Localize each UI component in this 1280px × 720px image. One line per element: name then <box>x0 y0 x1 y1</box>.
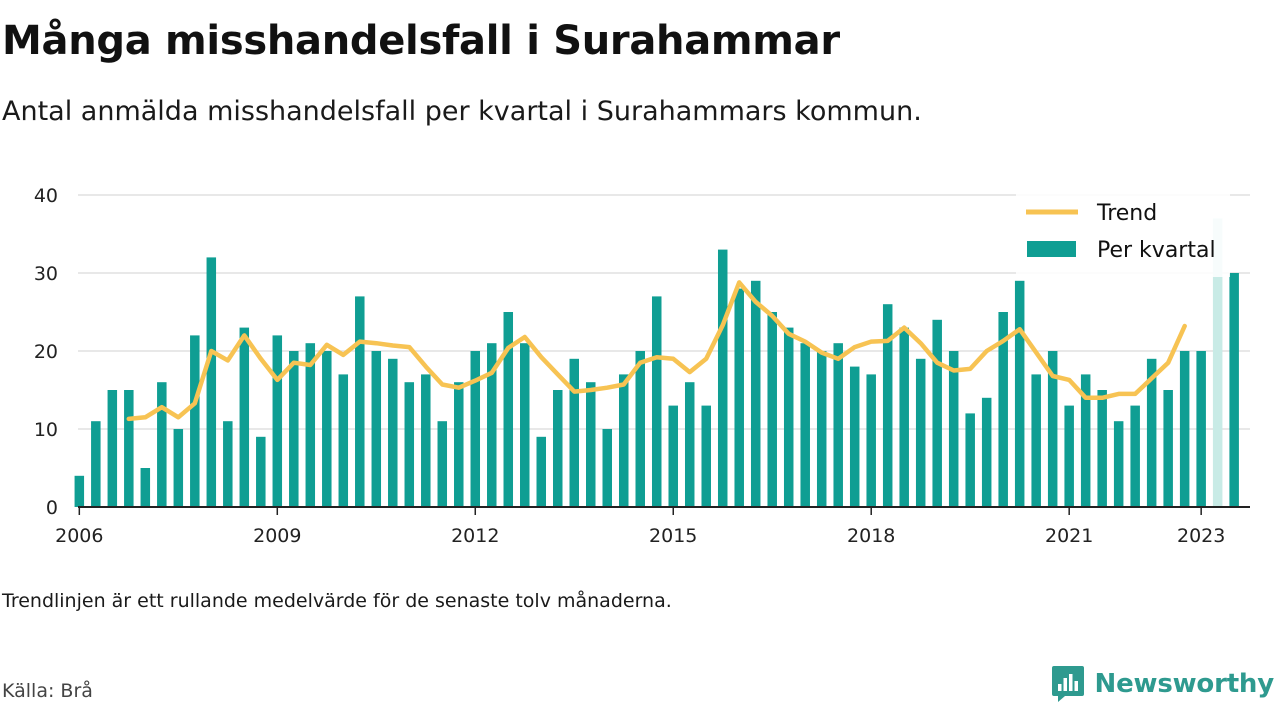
bar <box>965 413 975 507</box>
x-tick-label: 2021 <box>1045 525 1093 547</box>
bar <box>701 405 711 507</box>
bar <box>981 397 992 507</box>
bar <box>618 374 629 507</box>
y-tick-label: 0 <box>46 497 58 519</box>
bar <box>272 335 283 507</box>
y-tick-label: 30 <box>34 263 58 285</box>
bar <box>932 319 942 507</box>
bar <box>223 421 233 507</box>
bar <box>1047 351 1058 507</box>
bar <box>1163 390 1173 507</box>
bar <box>1130 405 1140 507</box>
bar <box>421 374 431 507</box>
bar <box>1064 405 1074 507</box>
x-tick-label: 2015 <box>649 525 697 547</box>
x-tick-label: 2006 <box>55 525 103 547</box>
bar <box>586 382 596 507</box>
bar <box>1097 390 1107 507</box>
bar <box>1229 273 1239 507</box>
bar <box>305 343 316 507</box>
bar <box>520 343 530 507</box>
bar <box>91 421 101 507</box>
bar <box>107 390 118 507</box>
brand-name: Newsworthy <box>1094 669 1275 699</box>
bar <box>1212 218 1223 507</box>
legend-trend-label: Trend <box>1096 201 1157 226</box>
bar <box>948 351 959 507</box>
bar <box>833 343 843 507</box>
source-label: Källa: Brå <box>2 680 93 702</box>
bar <box>717 249 728 507</box>
chart-title: Många misshandelsfall i Surahammar <box>2 18 840 64</box>
bar <box>750 280 761 507</box>
bar <box>866 374 876 507</box>
bar <box>173 429 184 507</box>
bar <box>404 382 415 507</box>
bar <box>882 304 893 507</box>
bar <box>355 296 365 507</box>
x-tick-label: 2018 <box>847 525 895 547</box>
bar <box>1196 351 1206 507</box>
bar <box>651 296 662 507</box>
bar <box>157 382 167 507</box>
bar <box>322 351 332 507</box>
bar <box>470 351 481 507</box>
bar <box>767 312 777 507</box>
bar <box>816 351 827 507</box>
bar <box>800 343 810 507</box>
bar <box>190 335 200 507</box>
bar <box>1014 280 1025 507</box>
bar <box>1146 358 1157 507</box>
bar <box>338 374 349 507</box>
bar <box>1113 421 1124 507</box>
bar <box>553 390 563 507</box>
bar <box>371 351 382 507</box>
bar <box>388 358 398 507</box>
trend-line <box>126 280 1187 422</box>
bar <box>124 390 134 507</box>
bar <box>783 327 794 507</box>
bar <box>849 366 860 507</box>
bar <box>487 343 497 507</box>
bar <box>998 312 1008 507</box>
bar <box>503 312 514 507</box>
y-tick-label: 10 <box>34 419 58 441</box>
bar <box>140 468 151 507</box>
bar <box>1031 374 1041 507</box>
bar <box>206 257 217 507</box>
bar <box>74 475 85 507</box>
bar <box>734 288 744 507</box>
bar <box>684 382 695 507</box>
legend-box <box>1016 192 1230 277</box>
brand-logo[interactable]: Newsworthy <box>1051 664 1274 704</box>
bar <box>239 327 250 507</box>
y-tick-label: 40 <box>34 185 58 207</box>
bar <box>899 327 909 507</box>
y-tick-label: 20 <box>34 341 58 363</box>
bar <box>915 358 926 507</box>
bar <box>569 358 580 507</box>
bar <box>256 436 266 507</box>
x-tick-label: 2023 <box>1177 525 1225 547</box>
bar <box>635 351 645 507</box>
x-tick-label: 2012 <box>451 525 499 547</box>
trend-note: Trendlinjen är ett rullande medelvärde f… <box>2 590 672 612</box>
chart-subtitle: Antal anmälda misshandelsfall per kvarta… <box>2 96 922 127</box>
legend-bar-swatch <box>1027 241 1076 257</box>
bar <box>536 436 547 507</box>
bar <box>602 429 612 507</box>
bar <box>289 351 299 507</box>
legend-bar-label: Per kvartal <box>1097 238 1216 263</box>
bar <box>1080 374 1091 507</box>
bar-line-chart: 0 10 20 30 40 2006 2009 2012 2015 2018 2021 2023 Tre… <box>34 185 1250 547</box>
newsworthy-logo-icon <box>1051 666 1084 702</box>
bar <box>454 382 464 507</box>
bar <box>1179 351 1190 507</box>
bar <box>668 405 678 507</box>
bar <box>437 421 448 507</box>
x-tick-label: 2009 <box>253 525 301 547</box>
